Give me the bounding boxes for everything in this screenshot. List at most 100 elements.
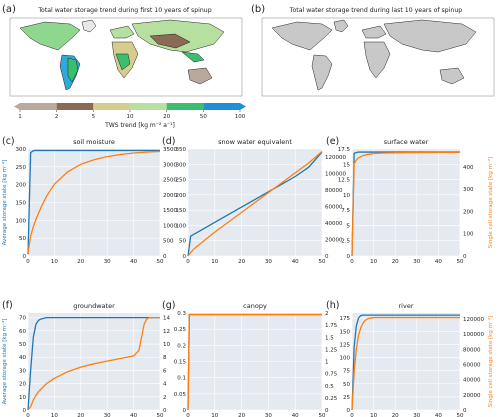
- y-tick-label: 175: [340, 316, 351, 322]
- y-tick-label: 50: [343, 382, 350, 388]
- y-tick-label: 0: [183, 254, 187, 260]
- x-tick-label: 0: [26, 259, 30, 265]
- y-right-tick-label: 500: [163, 239, 174, 245]
- x-tick-label: 0: [350, 413, 354, 417]
- colorbar-label: TWS trend [kg m⁻² a⁻¹]: [104, 122, 175, 129]
- panel-title: canopy: [243, 302, 267, 310]
- y-tick-label: 300: [16, 147, 27, 153]
- x-tick-label: 20: [238, 413, 245, 417]
- x-tick-label: 10: [51, 259, 58, 265]
- map-b-letter: (b): [251, 4, 265, 15]
- x-tick-label: 40: [435, 259, 442, 265]
- y-right-tick-label: 40000: [463, 378, 481, 384]
- map-a: [9, 17, 243, 97]
- y-right-tick-label: 0: [325, 408, 329, 414]
- y-right-tick-label: 3500: [163, 147, 177, 153]
- y-tick-label: 100: [176, 223, 187, 229]
- panel-title: groundwater: [73, 302, 115, 310]
- colorbar-tick-label: 100: [235, 114, 246, 120]
- y-right-tick-label: 8: [163, 355, 167, 361]
- x-tick-label: 50: [319, 413, 326, 417]
- y-right-tick-label: 0: [463, 254, 467, 260]
- y-right-tick-label: 0: [163, 254, 167, 260]
- chart-panel: 0 10 20 30 40 5005010015020025030035002000040…: [162, 136, 346, 265]
- y-right-tick-label: 14: [163, 316, 170, 322]
- x-tick-label: 0: [186, 259, 190, 265]
- y-right-tick-label: 300: [463, 187, 474, 193]
- y-right-tick-label: 120000: [325, 155, 346, 161]
- series-line-single-cell: [27, 150, 161, 254]
- y-tick-label: 70: [19, 316, 26, 322]
- panel-letter: (f): [2, 300, 13, 311]
- chart-panel: 0 10 20 30 40 5001020304050607002468101214(f)…: [1, 300, 170, 417]
- map-b: [261, 17, 495, 97]
- y-right-tick-label: 2000: [163, 193, 177, 199]
- y-tick-label: 30: [19, 368, 26, 374]
- colorbar-tick-label: 50: [200, 114, 207, 120]
- y-axis-label-left: Average storage state [kg m⁻²]: [1, 160, 8, 246]
- colorbar-tick-label: 2: [55, 114, 59, 120]
- y-right-tick-label: 400: [463, 165, 474, 171]
- y-right-tick-label: 200: [463, 209, 474, 215]
- series-line-single-cell: [187, 313, 322, 411]
- y-right-tick-label: 120000: [463, 317, 484, 323]
- y-tick-label: 7.5: [341, 208, 350, 214]
- panel-letter: (c): [2, 136, 15, 147]
- x-tick-label: 30: [413, 413, 420, 417]
- colorbar: 1 2 5 10 20 50 100: [14, 103, 246, 120]
- map-b-title: Total water storage trend during last 10…: [289, 7, 462, 14]
- x-tick-label: 50: [319, 259, 326, 265]
- y-tick-label: 150: [16, 201, 27, 207]
- x-tick-label: 20: [77, 259, 84, 265]
- y-tick-label: 100: [340, 356, 351, 362]
- panel-letter: (e): [326, 136, 339, 147]
- series-line-average: [351, 314, 460, 411]
- x-tick-label: 50: [157, 413, 164, 417]
- y-tick-label: 0.25: [174, 327, 187, 333]
- series-line-average: [187, 151, 323, 257]
- y-tick-label: 0.05: [174, 392, 187, 398]
- y-tick-label: 50: [19, 236, 26, 242]
- y-tick-label: 0: [347, 408, 351, 414]
- y-tick-label: 60: [19, 329, 26, 335]
- y-tick-label: 20: [19, 382, 26, 388]
- chart-panel: 0 10 20 30 40 5000.050.10.150.20.250.300.250.…: [162, 300, 338, 417]
- panel-title: snow water equivalent: [218, 138, 292, 146]
- y-tick-label: 200: [176, 193, 187, 199]
- x-tick-label: 20: [392, 259, 399, 265]
- y-tick-label: 0: [23, 408, 27, 414]
- y-right-tick-label: 1500: [163, 208, 177, 214]
- y-tick-label: 0.3: [177, 311, 186, 317]
- y-right-tick-label: 100000: [463, 332, 484, 338]
- map-a-title: Total water storage trend during first 1…: [37, 7, 211, 14]
- x-tick-label: 40: [130, 259, 137, 265]
- x-tick-label: 30: [104, 413, 111, 417]
- panel-title: soil moisture: [73, 138, 115, 146]
- chart-panel: 0 10 20 30 40 5002550751001251501750200004000…: [326, 300, 494, 417]
- y-right-tick-label: 1.75: [325, 323, 338, 329]
- y-right-tick-label: 1000: [163, 223, 177, 229]
- x-tick-label: 10: [370, 413, 377, 417]
- x-tick-label: 0: [350, 259, 354, 265]
- x-tick-label: 20: [77, 413, 84, 417]
- y-right-tick-label: 6: [163, 368, 167, 374]
- y-tick-label: 100: [16, 218, 27, 224]
- y-tick-label: 150: [176, 208, 187, 214]
- y-tick-label: 250: [176, 178, 187, 184]
- y-axis-label-left: Average storage state [kg m⁻²]: [1, 319, 8, 405]
- series-line-single-cell: [351, 151, 460, 257]
- plot-area: [352, 149, 460, 256]
- colorbar-segment: [166, 103, 204, 110]
- y-tick-label: 200: [16, 183, 27, 189]
- panel-title: surface water: [384, 138, 429, 146]
- y-right-tick-label: 60000: [463, 363, 481, 369]
- colorbar-tick-label: 5: [92, 114, 96, 120]
- colorbar-tick-label: 1: [18, 114, 22, 120]
- panel-letter: (g): [162, 300, 175, 311]
- y-right-tick-label: 80000: [325, 188, 343, 194]
- series-line-single-cell: [351, 316, 460, 411]
- y-right-tick-label: 10: [163, 342, 170, 348]
- colorbar-segment: [20, 103, 57, 110]
- y-right-tick-label: 0.75: [325, 372, 338, 378]
